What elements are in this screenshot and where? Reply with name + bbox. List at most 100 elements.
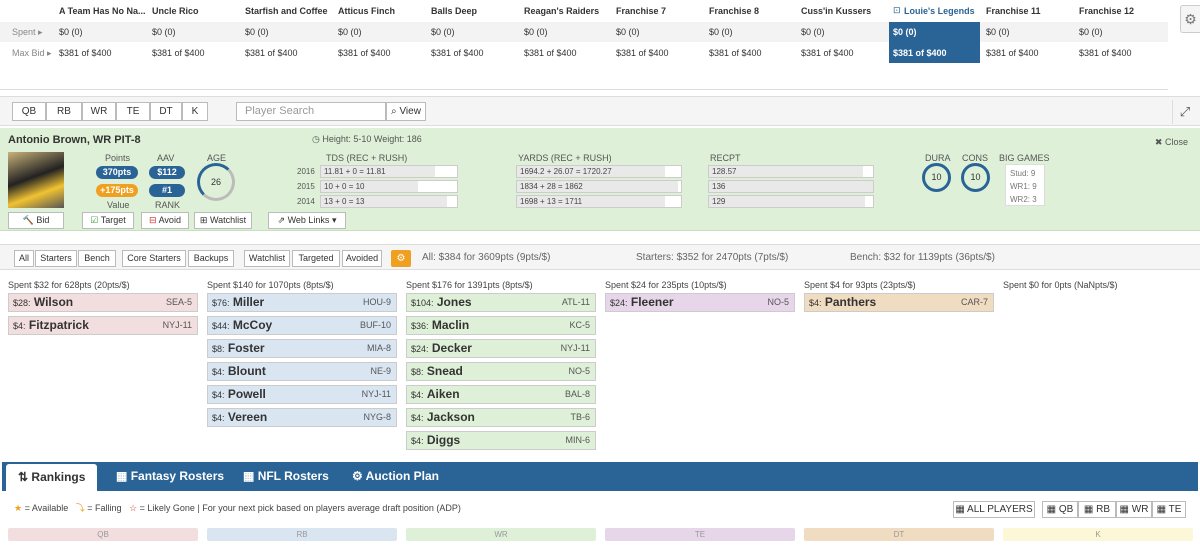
roster-player-card[interactable]: $24: Fleener NO-5 [605,293,795,312]
tab-rankings[interactable]: ⇅ Rankings [6,464,98,491]
position-filter-wr[interactable]: WR [82,102,116,121]
stat-bar-fill [321,181,418,192]
roster-player-card[interactable]: $28: Wilson SEA-5 [8,293,198,312]
team-name[interactable]: Franchise 12 [1079,6,1135,16]
player-detail-panel: Antonio Brown, WR PIT-8 ◷ Height: 5-10 W… [0,128,1200,231]
stat-bar-fill [517,166,665,177]
grid-icon: ▦ [243,469,255,483]
roster-player-card[interactable]: $44: McCoy BUF-10 [207,316,397,335]
team-name[interactable]: Franchise 8 [709,6,760,16]
team-name[interactable]: Franchise 7 [616,6,667,16]
selected-team-column[interactable] [889,22,980,63]
stat-bar-fill [709,166,864,177]
player-team: CAR-7 [960,297,988,307]
filter-core-starters[interactable]: Core Starters [122,250,186,267]
team-name[interactable]: Cuss'in Kussers [801,6,872,16]
player-name: Blount [227,364,266,378]
expand-icon[interactable]: ⤢ [1172,100,1197,124]
filter-all[interactable]: All [14,250,34,267]
stat-bar-fill [321,166,436,177]
bid-button[interactable]: 🔨 Bid [8,212,64,229]
tab-fantasy-rosters[interactable]: ▦ Fantasy Rosters [116,462,224,491]
filter-starters[interactable]: Starters [35,250,77,267]
starters-summary: Starters: $352 for 2470pts (7pts/$) [636,252,789,263]
filter-watchlist[interactable]: Watchlist [244,250,290,267]
tds-label: TDS (REC + RUSH) [326,153,408,163]
roster-player-card[interactable]: $8: Foster MIA-8 [207,339,397,358]
player-team: KC-5 [569,320,590,330]
ranking-filter-rb[interactable]: ▦ RB [1078,501,1116,518]
position-filter-rb[interactable]: RB [46,102,82,121]
settings-cogs-icon[interactable]: ⚙ [391,250,411,267]
bench-summary: Bench: $32 for 1139pts (36pts/$) [850,252,995,263]
player-team: NO-5 [568,366,590,376]
position-filter-qb[interactable]: QB [12,102,46,121]
team-spent: $0 (0) [152,27,176,37]
stat-yards-row: 1834 + 28 = 1862 [516,180,682,193]
settings-gear-icon[interactable]: ⚙ [1180,5,1200,33]
team-name[interactable]: A Team Has No Na... [59,6,146,16]
filter-bench[interactable]: Bench [78,250,116,267]
tab-auction-plan[interactable]: ⚙ Auction Plan [352,462,439,491]
stat-tds-value: 11.81 + 0 = 11.81 [324,167,386,176]
roster-player-card[interactable]: $104: Jones ATL-11 [406,293,596,312]
roster-player-card[interactable]: $76: Miller HOU-9 [207,293,397,312]
ranking-filter-wr[interactable]: ▦ WR [1116,501,1152,518]
avoid-button[interactable]: ⊟ Avoid [141,212,189,229]
player-price: $24: [610,298,628,308]
wr2-count: WR2: 3 [1010,195,1037,204]
team-name[interactable]: Louie's Legends [904,6,975,16]
cons-label: CONS [962,153,989,163]
position-filter-te[interactable]: TE [116,102,150,121]
roster-player-card[interactable]: $4: Diggs MIN-6 [406,431,596,450]
cogs-icon: ⚙ [352,469,363,483]
roster-player-card[interactable]: $4: Jackson TB-6 [406,408,596,427]
roster-player-card[interactable]: $4: Panthers CAR-7 [804,293,994,312]
target-button[interactable]: ☑ Target [82,212,134,229]
sort-icon: ⇅ [18,470,29,484]
team-name[interactable]: Uncle Rico [152,6,199,16]
filter-targeted[interactable]: Targeted [292,250,340,267]
stat-bar-fill [709,181,873,192]
watchlist-button[interactable]: ⊞ Watchlist [194,212,252,229]
team-name[interactable]: Reagan's Raiders [524,6,600,16]
filter-avoided[interactable]: Avoided [342,250,382,267]
tab-nfl-rosters[interactable]: ▦ NFL Rosters [243,462,329,491]
stat-recpt-value: 136 [712,182,726,191]
web-links-dropdown[interactable]: ⇗ Web Links ▾ [268,212,346,229]
roster-player-card[interactable]: $24: Decker NYJ-11 [406,339,596,358]
player-team: NO-5 [767,297,789,307]
filter-backups[interactable]: Backups [188,250,234,267]
player-price: $24: [411,344,429,354]
team-maxbid: $381 of $400 [152,48,205,58]
ranking-filter-qb[interactable]: ▦ QB [1042,501,1078,518]
ranking-filter-all-players[interactable]: ▦ ALL PLAYERS [953,501,1035,518]
position-filter-k[interactable]: K [182,102,208,121]
player-name: Powell [227,387,266,401]
roster-player-card[interactable]: $8: Snead NO-5 [406,362,596,381]
team-name[interactable]: Atticus Finch [338,6,396,16]
roster-player-card[interactable]: $4: Blount NE-9 [207,362,397,381]
player-search-input[interactable]: Player Search [236,102,386,121]
roster-player-card[interactable]: $4: Fitzpatrick NYJ-11 [8,316,198,335]
roster-player-card[interactable]: $4: Vereen NYG-8 [207,408,397,427]
team-name[interactable]: Balls Deep [431,6,478,16]
player-name: Snead [426,364,463,378]
team-name[interactable]: Starfish and Coffee [245,6,328,16]
ranking-filter-te[interactable]: ▦ TE [1152,501,1186,518]
player-team: NYJ-11 [162,320,192,330]
player-name: Jones [436,295,472,309]
roster-player-card[interactable]: $4: Powell NYJ-11 [207,385,397,404]
aav-label: AAV [157,153,175,163]
close-icon: ✖ [1154,137,1163,147]
player-name: Foster [227,341,265,355]
roster-player-card[interactable]: $4: Aiken BAL-8 [406,385,596,404]
player-team: NYG-8 [363,412,391,422]
position-filter-dt[interactable]: DT [150,102,182,121]
close-button[interactable]: ✖ Close [1155,137,1188,148]
view-button[interactable]: ⌕ View [386,102,426,121]
roster-player-card[interactable]: $36: Maclin KC-5 [406,316,596,335]
legend: ★ = Available ⤵ = Falling ☆ = Likely Gon… [14,501,461,514]
player-name: Jackson [426,410,475,424]
team-name[interactable]: Franchise 11 [986,6,1041,16]
